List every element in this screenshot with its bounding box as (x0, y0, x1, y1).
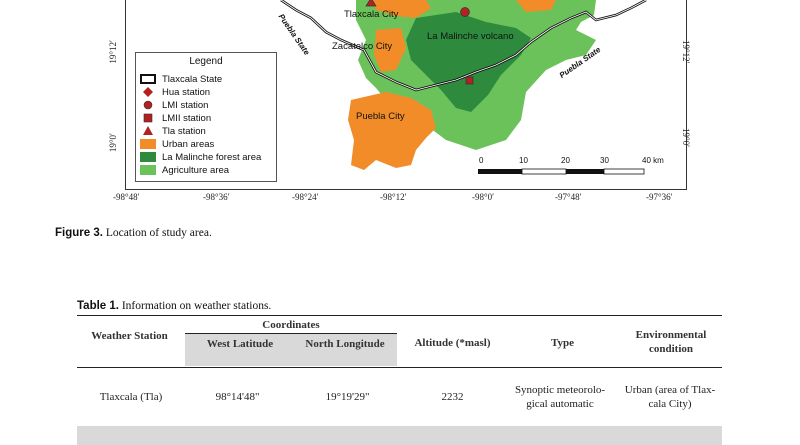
legend-item-lmi: LMI station (140, 99, 208, 111)
table-top-rule (77, 315, 722, 317)
swatch-icon (140, 139, 156, 149)
lat-tick: 19°12′ (681, 40, 691, 64)
lon-tick: -98°0′ (472, 192, 495, 202)
lon-tick: -97°36′ (646, 192, 673, 202)
cell-station: Tlaxcala (Tla) (99, 391, 163, 403)
lmi-station-marker (460, 7, 470, 17)
cell-type: Synoptic meteorolo-gical automatic (514, 384, 606, 410)
header-altitude: Altitude (*masl) (414, 337, 491, 349)
lon-tick: -98°36′ (203, 192, 230, 202)
table-label: Table 1. (77, 300, 119, 312)
legend-label: LMI station (162, 99, 209, 111)
lat-tick: 19°0′ (681, 128, 691, 148)
cell-environment: Urban (area of Tlax-cala City) (624, 384, 716, 410)
header-environmental-condition: Environmental condition (635, 329, 707, 355)
scale-bar (478, 168, 645, 175)
table-caption: Table 1. Information on weather stations… (77, 300, 271, 312)
legend-label: LMII station (162, 112, 212, 124)
state-boundary-inner (280, 0, 647, 91)
triangle-icon (140, 126, 156, 136)
legend-label: La Malinche forest area (162, 151, 262, 163)
header-west-latitude: West Latitude (206, 338, 274, 350)
table-row-shaded (77, 426, 722, 445)
lat-tick: 19°12′ (108, 40, 118, 64)
la-malinche-label: La Malinche volcano (427, 31, 514, 42)
legend-item-state: Tlaxcala State (140, 73, 222, 85)
urban-area-tlaxcala (371, 0, 431, 18)
lon-tick: -98°12′ (380, 192, 407, 202)
square-icon (140, 113, 156, 123)
zacatelco-city-label: Zacatelco City (332, 41, 393, 52)
lon-tick: -98°24′ (292, 192, 319, 202)
coordinates-subheader-bg (185, 334, 397, 366)
scale-tick-0: 0 (479, 156, 484, 165)
figure-label: Figure 3. (55, 227, 103, 239)
legend-item-urban: Urban areas (140, 138, 214, 150)
scale-tick-10: 10 (519, 156, 528, 165)
table-caption-text: Information on weather stations. (118, 300, 272, 312)
circle-icon (140, 100, 156, 110)
header-weather-station: Weather Station (91, 330, 168, 342)
legend-item-lmii: LMII station (140, 112, 211, 124)
header-coordinates: Coordinates (262, 319, 320, 331)
urban-area-north (516, 0, 556, 12)
swatch-icon (140, 152, 156, 162)
lmii-station-marker (465, 76, 474, 85)
legend-item-tla: Tla station (140, 125, 206, 137)
legend-label: Tla station (162, 125, 206, 137)
legend-label: Agriculture area (162, 164, 230, 176)
tlaxcala-city-label: Tlaxcala City (344, 9, 399, 20)
scale-tick-40: 40 km (642, 156, 664, 165)
tla-station-marker (365, 0, 377, 7)
state-boundary-icon (140, 74, 156, 84)
header-type: Type (550, 337, 575, 349)
forest-area (406, 12, 531, 112)
figure-caption-text: Location of study area. (102, 227, 212, 239)
urban-area-puebla (348, 92, 436, 170)
scale-tick-20: 20 (561, 156, 570, 165)
legend-title: Legend (189, 56, 223, 67)
urban-area-zacatelco (374, 28, 406, 72)
diamond-icon (140, 87, 156, 97)
scale-tick-30: 30 (600, 156, 609, 165)
header-bottom-rule (77, 367, 722, 368)
lon-tick: -98°48′ (113, 192, 140, 202)
legend-item-agriculture: Agriculture area (140, 164, 229, 176)
legend-label: Hua station (162, 86, 211, 98)
map-legend: Legend Tlaxcala State Hua station LMI st… (135, 52, 277, 182)
puebla-city-label: Puebla City (356, 111, 405, 122)
lon-tick: -97°48′ (555, 192, 582, 202)
lat-tick: 19°0′ (108, 133, 118, 153)
legend-item-forest: La Malinche forest area (140, 151, 261, 163)
legend-label: Tlaxcala State (162, 73, 223, 85)
legend-label: Urban areas (162, 138, 215, 150)
cell-west-latitude: 98°14'48" (215, 391, 260, 403)
legend-item-hua: Hua station (140, 86, 210, 98)
figure-caption: Figure 3. Location of study area. (55, 227, 212, 239)
header-north-longitude: North Longitude (305, 338, 385, 350)
coordinates-rule (185, 333, 397, 334)
swatch-icon (140, 165, 156, 175)
cell-altitude: 2232 (441, 391, 464, 403)
cell-north-longitude: 19°19'29" (325, 391, 370, 403)
map-canvas (280, 0, 647, 175)
